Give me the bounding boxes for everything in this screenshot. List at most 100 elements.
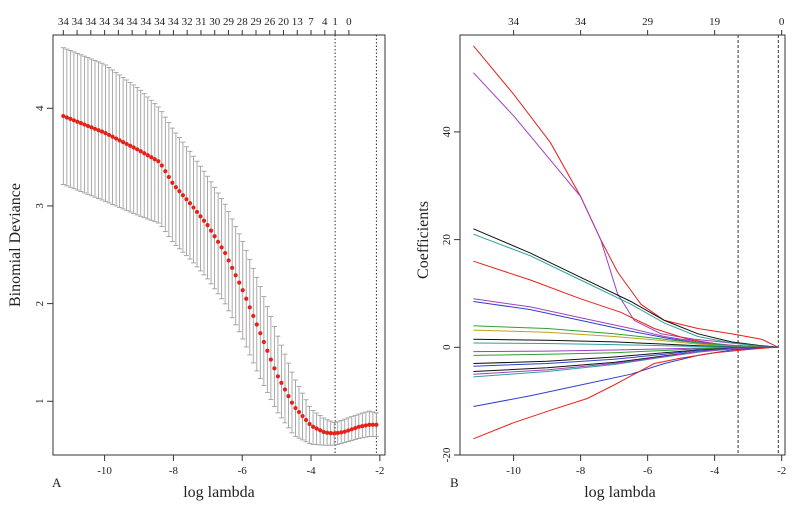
- a-top-tick-label-7: 34: [154, 16, 166, 28]
- a-point-29: [163, 169, 168, 174]
- a-point-19: [128, 143, 133, 148]
- a-point-21: [135, 147, 140, 152]
- a-point-22: [138, 149, 143, 154]
- a-point-9: [92, 126, 98, 131]
- a-point-63: [282, 387, 288, 392]
- b-top-tick-label-1: 34: [575, 16, 587, 28]
- a-top-tick-label-11: 30: [209, 16, 221, 28]
- a-point-73: [318, 428, 323, 433]
- b-coefficient-path-3: [473, 233, 779, 348]
- a-point-80: [342, 429, 347, 434]
- a-point-54: [251, 313, 256, 319]
- a-x-tick-label-3: -4: [306, 465, 316, 477]
- a-top-tick-label-15: 26: [264, 16, 276, 28]
- a-point-34: [180, 193, 186, 198]
- a-top-tick-label-21: 0: [346, 16, 352, 28]
- a-point-26: [152, 157, 157, 162]
- a-point-36: [187, 201, 193, 206]
- a-point-77: [332, 431, 337, 436]
- a-point-20: [131, 145, 136, 150]
- b-x-tick-label-1: -8: [576, 465, 586, 477]
- b-coefficient-path-19: [473, 346, 779, 440]
- a-point-55: [254, 322, 259, 327]
- a-point-27: [156, 159, 161, 164]
- a-point-71: [310, 424, 316, 429]
- a-point-64: [286, 393, 291, 399]
- a-top-tick-label-13: 28: [237, 16, 249, 28]
- b-top-tick-label-4: 0: [779, 16, 785, 28]
- panel-a-frame: [52, 34, 386, 456]
- a-top-tick-label-14: 29: [250, 16, 262, 28]
- a-top-tick-label-2: 34: [85, 16, 97, 28]
- a-point-6: [82, 122, 87, 127]
- b-top-tick-label-0: 34: [508, 16, 520, 28]
- a-point-14: [110, 134, 115, 139]
- a-point-69: [303, 417, 309, 423]
- a-y-tick-label-1: 2: [34, 301, 46, 307]
- panel-b-lambda-lines: [737, 35, 779, 455]
- a-top-tick-label-20: 1: [332, 16, 338, 28]
- a-point-42: [208, 228, 214, 233]
- b-coefficient-path-1: [473, 72, 779, 348]
- b-x-tick-label-4: -2: [777, 465, 786, 477]
- panel-b-top-axis: 34 34 29 19 0: [508, 16, 785, 35]
- a-point-45: [219, 245, 224, 250]
- a-point-16: [117, 138, 122, 143]
- panel-a-x-axis: -10 -8 -6 -4 -2: [97, 455, 384, 477]
- a-top-tick-label-9: 32: [182, 16, 193, 28]
- panel-a-lambda-lines: [334, 35, 377, 455]
- a-top-tick-label-5: 34: [127, 16, 139, 28]
- a-point-72: [314, 426, 319, 431]
- a-x-tick-label-4: -2: [375, 465, 384, 477]
- a-top-tick-label-3: 34: [99, 16, 111, 28]
- a-point-24: [145, 153, 150, 158]
- a-point-60: [272, 366, 277, 371]
- a-point-85: [360, 423, 365, 429]
- a-point-11: [99, 129, 105, 134]
- a-top-tick-label-1: 34: [72, 16, 84, 28]
- a-point-23: [142, 151, 147, 156]
- a-point-84: [356, 424, 361, 429]
- a-point-87: [367, 422, 372, 427]
- b-y-tick-label-0: -20: [441, 447, 453, 462]
- panel-b-x-axis-title: log lambda: [584, 484, 656, 501]
- panel-b-y-axis: -20 0 20 40: [441, 126, 460, 462]
- a-point-0: [61, 113, 66, 119]
- a-point-2: [68, 116, 73, 121]
- b-y-tick-label-1: 0: [441, 344, 453, 350]
- a-point-68: [300, 413, 305, 419]
- panel-b-coefficient-paths: [473, 45, 779, 440]
- a-point-25: [149, 155, 154, 160]
- panel-a-deviance-plot: 34 34 34 34 34 34 34 34 34 32 31 30 29 28 29 26 20 13 7 4 1 0…: [7, 16, 386, 501]
- panel-b-frame: [459, 34, 786, 456]
- a-point-10: [96, 128, 101, 133]
- a-point-8: [89, 125, 94, 130]
- a-point-56: [258, 331, 263, 336]
- a-point-28: [159, 163, 164, 168]
- b-coefficient-path-7: [473, 325, 779, 348]
- a-point-48: [230, 265, 235, 270]
- a-point-66: [293, 405, 298, 411]
- a-top-tick-label-18: 7: [308, 16, 314, 28]
- a-point-18: [124, 141, 129, 147]
- a-top-tick-label-19: 4: [322, 16, 328, 28]
- a-point-75: [325, 430, 330, 435]
- a-point-67: [296, 409, 302, 415]
- a-point-57: [261, 339, 266, 345]
- a-point-81: [346, 428, 351, 433]
- a-x-tick-label-1: -8: [169, 465, 179, 477]
- a-top-tick-label-4: 34: [113, 16, 125, 28]
- a-point-58: [265, 348, 270, 353]
- a-y-tick-label-0: 1: [34, 399, 46, 405]
- a-top-tick-label-17: 13: [292, 16, 304, 28]
- a-point-82: [349, 427, 354, 432]
- b-coefficient-path-6: [473, 301, 779, 348]
- a-point-76: [328, 430, 333, 436]
- a-point-31: [170, 180, 175, 185]
- b-coefficient-path-0: [473, 45, 779, 348]
- panel-a-y-axis: 1 2 3 4: [34, 105, 53, 404]
- a-point-65: [289, 400, 295, 405]
- b-y-tick-label-3: 40: [441, 126, 453, 138]
- a-point-59: [268, 357, 273, 362]
- a-point-1: [64, 115, 69, 120]
